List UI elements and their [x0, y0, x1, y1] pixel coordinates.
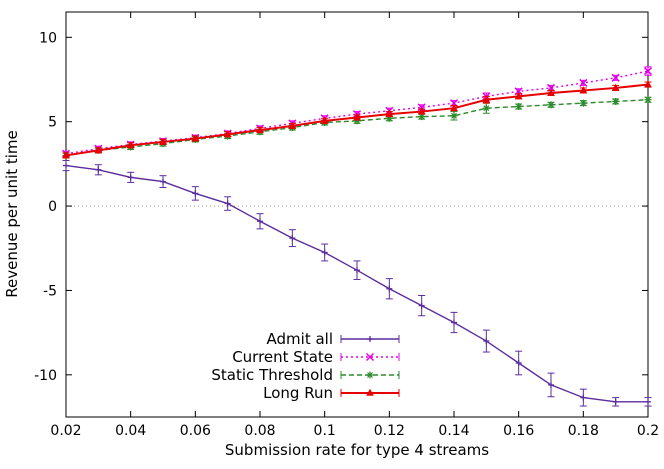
series-static-threshold	[62, 96, 652, 159]
y-tick-label: 10	[39, 30, 57, 46]
legend-item-long-run: Long Run	[263, 384, 400, 402]
y-tick-label: -10	[34, 368, 57, 384]
x-tick-label: 0.14	[438, 423, 469, 439]
legend-label-long-run: Long Run	[263, 384, 333, 402]
x-tick-label: 0.2	[637, 423, 659, 439]
x-tick-label: 0.18	[568, 423, 599, 439]
x-tick-label: 0.16	[503, 423, 534, 439]
plot-border	[65, 11, 649, 418]
y-tick-label: -5	[43, 283, 57, 299]
legend-label-static-threshold: Static Threshold	[211, 366, 333, 384]
x-tick-label: 0.08	[244, 423, 275, 439]
x-tick-label: 0.06	[180, 423, 211, 439]
legend-label-current-state: Current State	[232, 348, 333, 366]
series-long-run	[62, 80, 652, 159]
y-tick-label: 5	[48, 115, 57, 131]
legend-item-current-state: Current State	[232, 348, 400, 366]
y-tick-label: 0	[48, 199, 57, 215]
y-axis-title: Revenue per unit time	[3, 130, 21, 298]
plot-area: 0.02 0.04 0.06 0.08 0.1 0.12 0.14 0.16 0.18 0.2 -1…	[34, 11, 659, 439]
x-tick-label: 0.04	[115, 423, 146, 439]
x-axis-title: Submission rate for type 4 streams	[225, 441, 489, 459]
x-tick-label: 0.12	[374, 423, 405, 439]
legend-item-static-threshold: Static Threshold	[211, 366, 400, 384]
x-tick-label: 0.1	[314, 423, 336, 439]
legend-label-admit-all: Admit all	[267, 330, 333, 348]
series-admit-all	[62, 160, 652, 407]
series-line-admit-all	[65, 164, 648, 403]
x-tick-label: 0.02	[50, 423, 81, 439]
series-line-static-threshold	[65, 99, 649, 157]
legend-item-admit-all: Admit all	[267, 330, 400, 348]
